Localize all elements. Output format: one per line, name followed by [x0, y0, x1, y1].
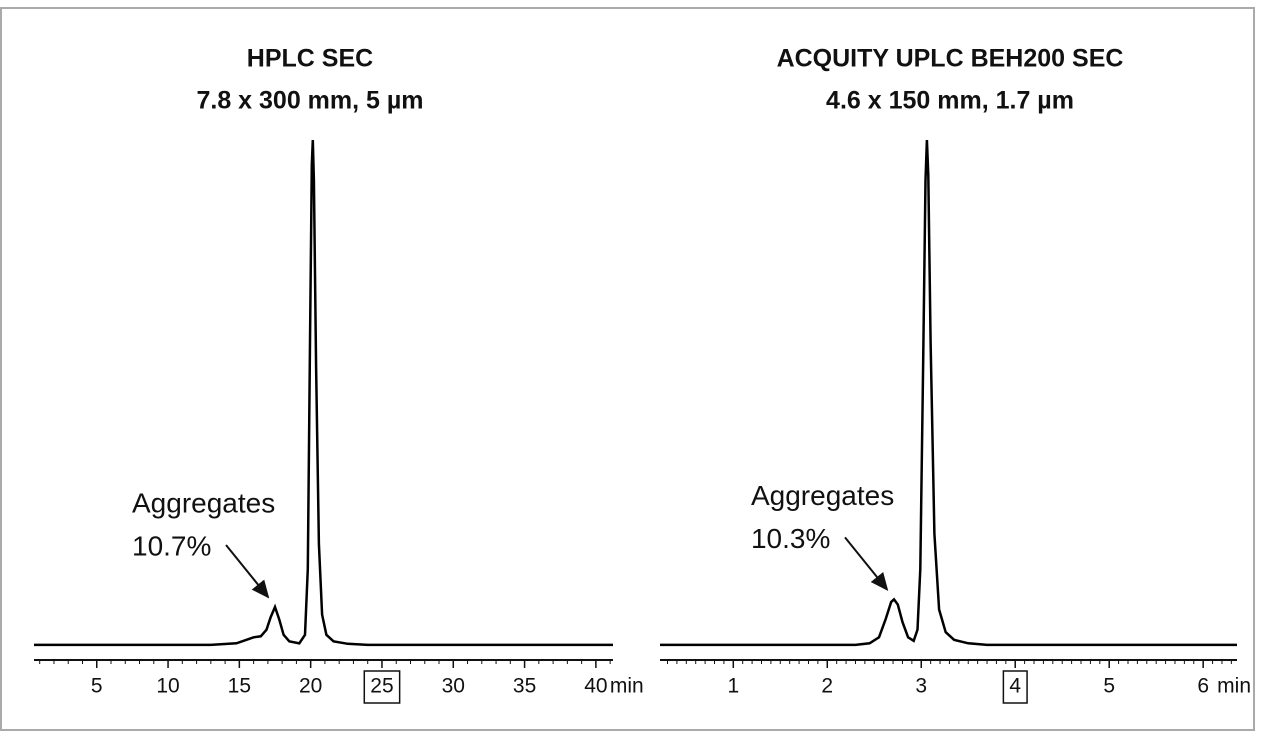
- annotation-arrow: [225, 544, 270, 599]
- x-tick-label: 20: [299, 675, 322, 698]
- annotation-text: Aggregates: [751, 480, 894, 511]
- x-tick-label: 25: [370, 675, 393, 698]
- x-tick-label: 10: [156, 675, 179, 698]
- chart-title: HPLC SEC: [247, 45, 373, 73]
- x-tick-label: 35: [513, 675, 536, 698]
- x-axis-label: min: [610, 675, 644, 698]
- annotation-text: 10.3%: [751, 523, 830, 554]
- chart-subtitle: 4.6 x 150 mm, 1.7 µm: [826, 87, 1074, 115]
- x-tick-label: 40: [584, 675, 607, 698]
- trace: [660, 139, 1237, 647]
- x-tick-label: 5: [1103, 675, 1115, 698]
- trace: [34, 139, 613, 647]
- x-tick-label: 2: [821, 675, 833, 698]
- frame: [0, 7, 1255, 731]
- x-tick-label: 5: [91, 675, 103, 698]
- annotation-text: 10.7%: [132, 530, 211, 561]
- x-tick-label: 15: [228, 675, 251, 698]
- chart-subtitle: 7.8 x 300 mm, 5 µm: [196, 87, 423, 115]
- x-tick-label: 4: [1009, 675, 1021, 698]
- chart-title: ACQUITY UPLC BEH200 SEC: [777, 45, 1124, 73]
- tick-box: [363, 670, 401, 704]
- annotation-text: Aggregates: [132, 487, 275, 518]
- x-axis-label: min: [1217, 675, 1251, 698]
- tick-box: [1002, 670, 1028, 704]
- x-tick-label: 6: [1197, 675, 1209, 698]
- x-tick-label: 30: [442, 675, 465, 698]
- annotation-arrow: [844, 536, 889, 591]
- x-tick-label: 1: [727, 675, 739, 698]
- x-tick-label: 3: [915, 675, 927, 698]
